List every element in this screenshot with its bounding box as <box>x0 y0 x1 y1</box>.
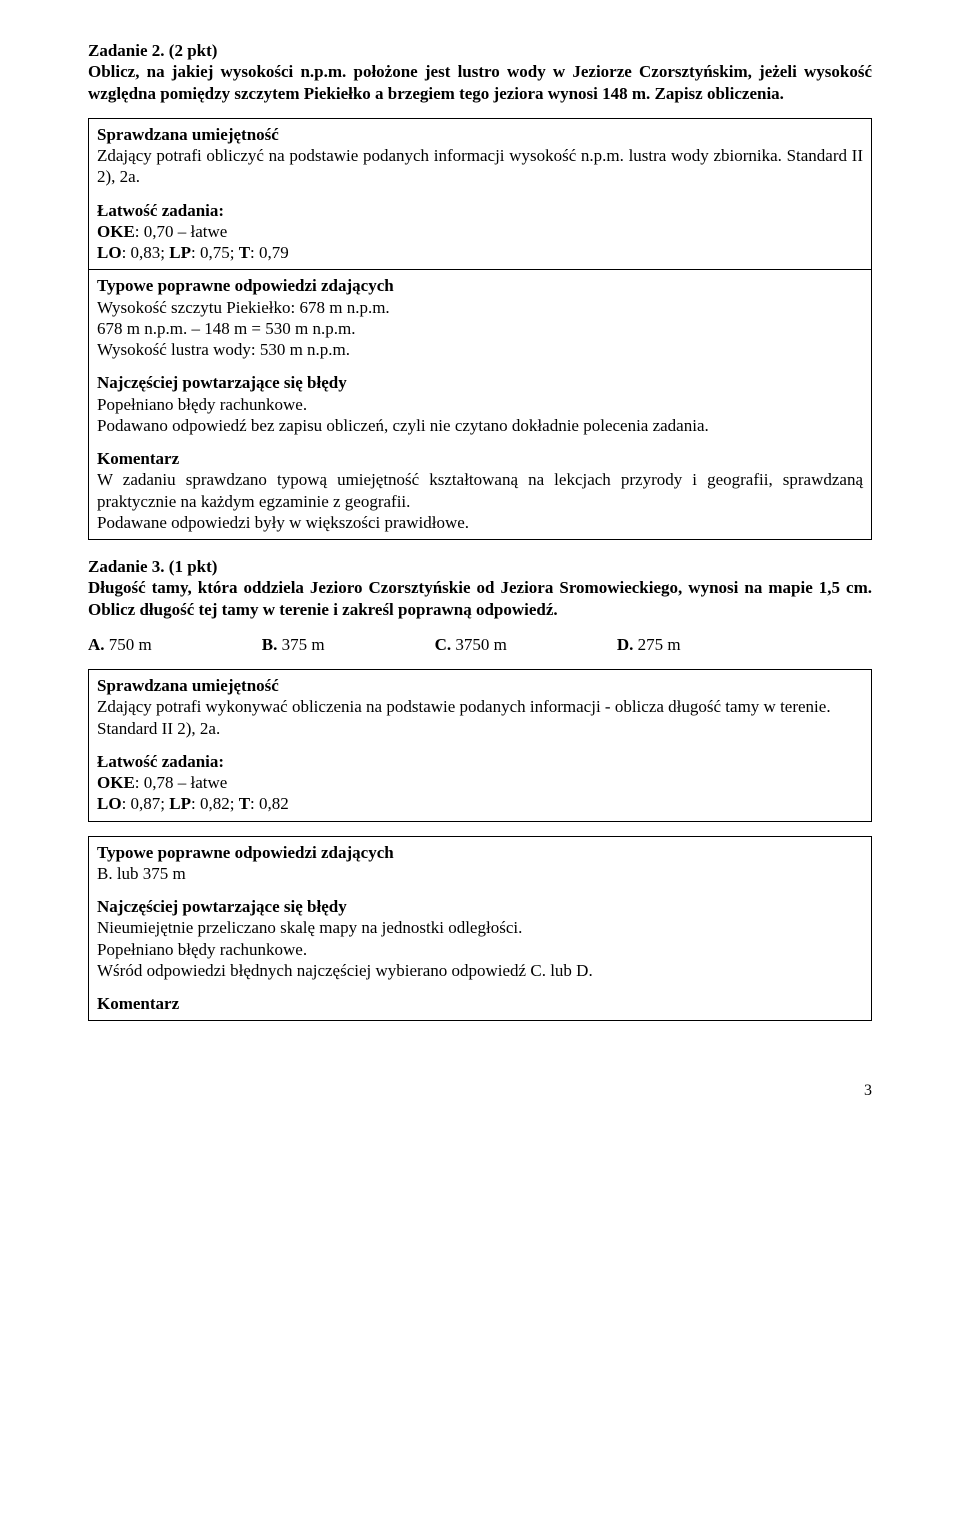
task3-title: Zadanie 3. (1 pkt) <box>88 556 872 577</box>
task3-bledy-label: Najczęściej powtarzające się błędy <box>97 896 863 917</box>
task2-title-points: (2 pkt) <box>169 41 218 60</box>
task3-optD-val: 275 m <box>633 635 680 654</box>
task2-section-sprawdzana: Sprawdzana umiejętność Zdający potrafi o… <box>89 119 871 270</box>
task2: Zadanie 2. (2 pkt) Oblicz, na jakiej wys… <box>88 40 872 540</box>
task2-kom-l2: Podawane odpowiedzi były w większości pr… <box>97 512 863 533</box>
task2-typowe-l1: Wysokość szczytu Piekiełko: 678 m n.p.m. <box>97 297 863 318</box>
task2-lo-rest3: : 0,79 <box>250 243 289 262</box>
task3-section-sprawdzana: Sprawdzana umiejętność Zdający potrafi w… <box>89 670 871 821</box>
task3-optD: D. 275 m <box>617 634 681 655</box>
task2-oke-prefix: OKE <box>97 222 135 241</box>
task2-sprawdzana-label: Sprawdzana umiejętność <box>97 124 863 145</box>
task3-typowe-l1: B. lub 375 m <box>97 863 863 884</box>
task3-title-points: (1 pkt) <box>169 557 218 576</box>
task2-lo-line: LO: 0,83; LP: 0,75; T: 0,79 <box>97 242 863 263</box>
task2-bledy-l2: Podawano odpowiedź bez zapisu obliczeń, … <box>97 415 863 436</box>
task3-bledy-l3: Wśród odpowiedzi błędnych najczęściej wy… <box>97 960 863 981</box>
task2-lo-rest1: : 0,83; <box>122 243 170 262</box>
task3-options: A. 750 m B. 375 m C. 3750 m D. 275 m <box>88 634 872 655</box>
task3-bledy-l1: Nieumiejętnie przeliczano skalę mapy na … <box>97 917 863 938</box>
task2-kom-label: Komentarz <box>97 448 863 469</box>
task3-optB-val: 375 m <box>277 635 324 654</box>
task3-t-strong: T <box>239 794 250 813</box>
task2-lo-rest2: : 0,75; <box>191 243 239 262</box>
task2-kom-l1: W zadaniu sprawdzano typową umiejętność … <box>97 469 863 512</box>
task2-oke-line: OKE: 0,70 – łatwe <box>97 221 863 242</box>
task3-optA-val: 750 m <box>105 635 152 654</box>
task3-section-typowe: Typowe poprawne odpowiedzi zdających B. … <box>89 837 871 1021</box>
task3-lp-strong: LP <box>169 794 191 813</box>
task2-typowe-label: Typowe poprawne odpowiedzi zdających <box>97 275 863 296</box>
task3-typowe-label: Typowe poprawne odpowiedzi zdających <box>97 842 863 863</box>
task2-typowe-l3: Wysokość lustra wody: 530 m n.p.m. <box>97 339 863 360</box>
task2-section-typowe: Typowe poprawne odpowiedzi zdających Wys… <box>89 269 871 539</box>
task3-optC: C. 3750 m <box>435 634 507 655</box>
task3-optB: B. 375 m <box>262 634 325 655</box>
task2-lo-strong: LO <box>97 243 122 262</box>
task2-typowe-l2: 678 m n.p.m. – 148 m = 530 m n.p.m. <box>97 318 863 339</box>
task3-optB-label: B. <box>262 635 278 654</box>
task2-lp-strong: LP <box>169 243 191 262</box>
task3-optD-label: D. <box>617 635 634 654</box>
task2-title-prefix: Zadanie 2. <box>88 41 169 60</box>
task3-title-prefix: Zadanie 3. <box>88 557 169 576</box>
task3-lo-rest2: : 0,82; <box>191 794 239 813</box>
task3-lo-rest3: : 0,82 <box>250 794 289 813</box>
task2-body: Oblicz, na jakiej wysokości n.p.m. położ… <box>88 61 872 104</box>
task3-sprawdzana-text: Zdający potrafi wykonywać obliczenia na … <box>97 696 863 739</box>
task3-oke-prefix: OKE <box>97 773 135 792</box>
task3-sprawdzana-label: Sprawdzana umiejętność <box>97 675 863 696</box>
task2-t-strong: T <box>239 243 250 262</box>
task2-bledy-l1: Popełniano błędy rachunkowe. <box>97 394 863 415</box>
task3-optA: A. 750 m <box>88 634 152 655</box>
task2-title: Zadanie 2. (2 pkt) <box>88 40 872 61</box>
task3: Zadanie 3. (1 pkt) Długość tamy, która o… <box>88 556 872 1021</box>
task3-box2: Typowe poprawne odpowiedzi zdających B. … <box>88 836 872 1022</box>
task3-lo-line: LO: 0,87; LP: 0,82; T: 0,82 <box>97 793 863 814</box>
task3-optC-val: 3750 m <box>451 635 507 654</box>
task2-latwosc-label: Łatwość zadania: <box>97 200 863 221</box>
task3-lo-rest1: : 0,87; <box>122 794 170 813</box>
task3-oke-line: OKE: 0,78 – łatwe <box>97 772 863 793</box>
task3-optA-label: A. <box>88 635 105 654</box>
page-number: 3 <box>88 1081 872 1101</box>
task3-optC-label: C. <box>435 635 452 654</box>
task2-sprawdzana-text: Zdający potrafi obliczyć na podstawie po… <box>97 145 863 188</box>
task3-kom-label: Komentarz <box>97 993 863 1014</box>
task2-oke-rest: : 0,70 – łatwe <box>135 222 228 241</box>
task3-latwosc-label: Łatwość zadania: <box>97 751 863 772</box>
task2-bledy-label: Najczęściej powtarzające się błędy <box>97 372 863 393</box>
task3-body: Długość tamy, która oddziela Jezioro Czo… <box>88 577 872 620</box>
task3-box1: Sprawdzana umiejętność Zdający potrafi w… <box>88 669 872 822</box>
task3-lo-strong: LO <box>97 794 122 813</box>
task3-bledy-l2: Popełniano błędy rachunkowe. <box>97 939 863 960</box>
task3-oke-rest: : 0,78 – łatwe <box>135 773 228 792</box>
task2-box: Sprawdzana umiejętność Zdający potrafi o… <box>88 118 872 540</box>
